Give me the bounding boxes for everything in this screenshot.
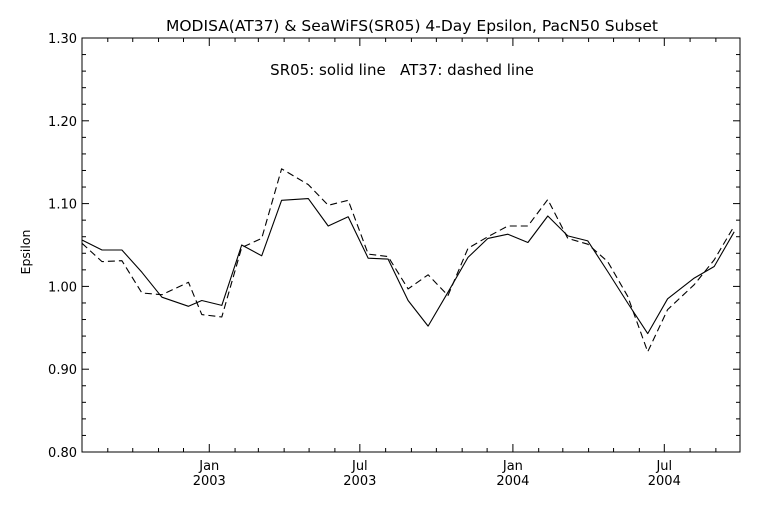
y-tick-label: 0.80 (48, 446, 77, 461)
y-tick-label: 1.30 (48, 32, 77, 47)
x-tick-label-month: Jan (502, 459, 523, 474)
y-axis-label: Epsilon (18, 230, 33, 275)
x-tick-label-year: 2003 (193, 474, 226, 489)
y-tick-label: 1.10 (48, 198, 77, 213)
series-line-sr05 (81, 198, 735, 335)
chart-title: MODISA(AT37) & SeaWiFS(SR05) 4-Day Epsil… (166, 17, 658, 35)
y-axis: 0.80 0.90 1.00 1.10 1.20 1.30 (48, 32, 740, 461)
y-tick-label: 0.90 (48, 363, 77, 378)
x-tick-label-year: 2004 (496, 474, 529, 489)
chart-annotation: SR05: solid line AT37: dashed line (270, 61, 534, 79)
x-tick-label-month: Jul (655, 459, 672, 474)
y-tick-label: 1.20 (48, 115, 77, 130)
x-tick-label-year: 2004 (648, 474, 681, 489)
series-line-at37 (81, 168, 735, 353)
x-tick-label-year: 2003 (343, 474, 376, 489)
x-tick-label-month: Jan (198, 459, 219, 474)
x-axis: Jan2003Jul2003Jan2004Jul2004Jan2005 (107, 38, 717, 489)
series-layer (81, 168, 735, 353)
y-tick-label: 1.00 (48, 280, 77, 295)
x-tick-label-month: Jul (351, 459, 368, 474)
